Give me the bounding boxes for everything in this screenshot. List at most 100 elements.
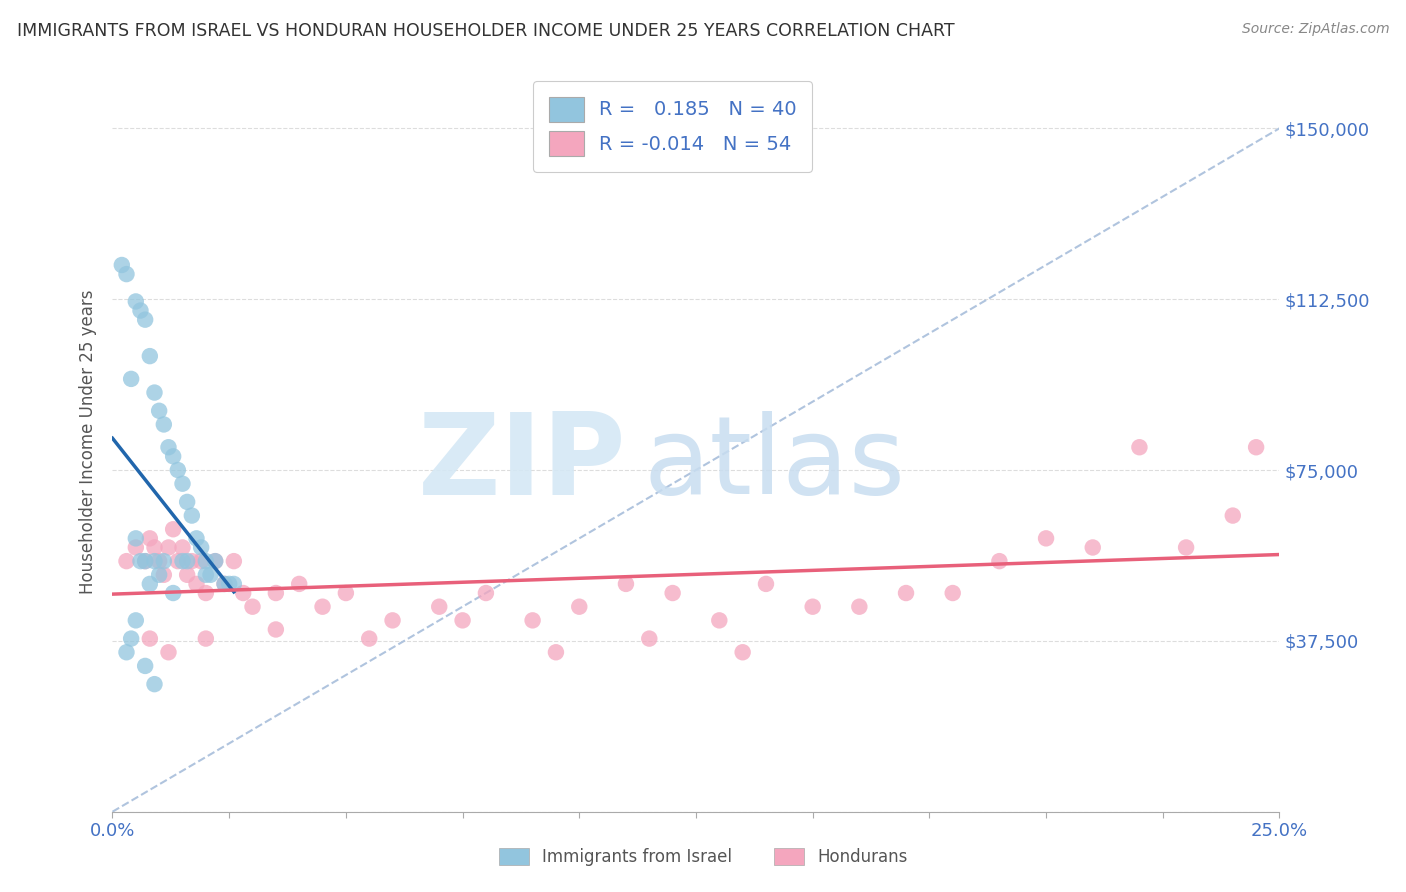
Text: Source: ZipAtlas.com: Source: ZipAtlas.com [1241,22,1389,37]
Point [176,567,198,582]
Point [153,567,176,582]
Point [153,417,176,432]
Point [1081,541,1104,555]
Point [139,577,162,591]
Point [242,599,264,614]
Point [120,632,142,646]
Point [801,599,824,614]
Point [125,294,148,309]
Point [232,586,254,600]
Point [180,554,202,568]
Point [190,554,212,568]
Point [139,532,162,546]
Point [129,554,152,568]
Point [200,567,222,582]
Point [139,632,162,646]
Point [222,577,245,591]
Point [194,567,217,582]
Point [638,632,661,646]
Point [129,303,152,318]
Point [1175,541,1198,555]
Point [568,599,591,614]
Point [381,613,404,627]
Point [427,599,450,614]
Point [148,404,170,418]
Point [148,567,170,582]
Point [125,532,148,546]
Point [614,577,637,591]
Point [148,554,170,568]
Text: IMMIGRANTS FROM ISRAEL VS HONDURAN HOUSEHOLDER INCOME UNDER 25 YEARS CORRELATION: IMMIGRANTS FROM ISRAEL VS HONDURAN HOUSE… [17,22,955,40]
Point [214,577,236,591]
Point [111,258,134,272]
Point [475,586,498,600]
Point [176,495,198,509]
Point [134,312,156,326]
Point [115,267,138,281]
Point [157,541,180,555]
Point [194,586,217,600]
Text: atlas: atlas [644,410,905,516]
Point [311,599,333,614]
Point [162,522,184,536]
Point [120,372,142,386]
Point [157,645,180,659]
Point [186,532,208,546]
Point [157,440,180,454]
Point [264,586,287,600]
Point [204,554,226,568]
Point [180,508,202,523]
Legend: R =   0.185   N = 40, R = -0.014   N = 54: R = 0.185 N = 40, R = -0.014 N = 54 [533,81,813,172]
Point [1128,440,1150,454]
Point [134,659,156,673]
Point [709,613,731,627]
Point [172,554,194,568]
Point [134,554,156,568]
Point [194,554,217,568]
Point [204,554,226,568]
Point [451,613,474,627]
Point [176,554,198,568]
Point [988,554,1011,568]
Point [153,554,176,568]
Point [218,577,240,591]
Point [166,554,188,568]
Point [214,577,236,591]
Point [359,632,381,646]
Point [731,645,754,659]
Point [522,613,544,627]
Point [264,623,287,637]
Point [288,577,311,591]
Point [335,586,357,600]
Point [125,541,148,555]
Point [1222,508,1244,523]
Point [190,541,212,555]
Text: ZIP: ZIP [418,409,626,519]
Point [115,554,138,568]
Y-axis label: Householder Income Under 25 years: Householder Income Under 25 years [79,289,97,594]
Legend: Immigrants from Israel, Hondurans: Immigrants from Israel, Hondurans [492,841,914,873]
Point [194,632,217,646]
Point [848,599,870,614]
Point [162,586,184,600]
Point [1035,532,1057,546]
Point [222,554,245,568]
Point [544,645,567,659]
Point [942,586,965,600]
Point [661,586,683,600]
Point [143,677,166,691]
Point [166,463,188,477]
Point [1244,440,1267,454]
Point [143,541,166,555]
Point [143,385,166,400]
Point [894,586,917,600]
Point [172,476,194,491]
Point [755,577,778,591]
Point [172,541,194,555]
Point [186,577,208,591]
Point [115,645,138,659]
Point [139,349,162,363]
Point [162,450,184,464]
Point [125,613,148,627]
Point [134,554,156,568]
